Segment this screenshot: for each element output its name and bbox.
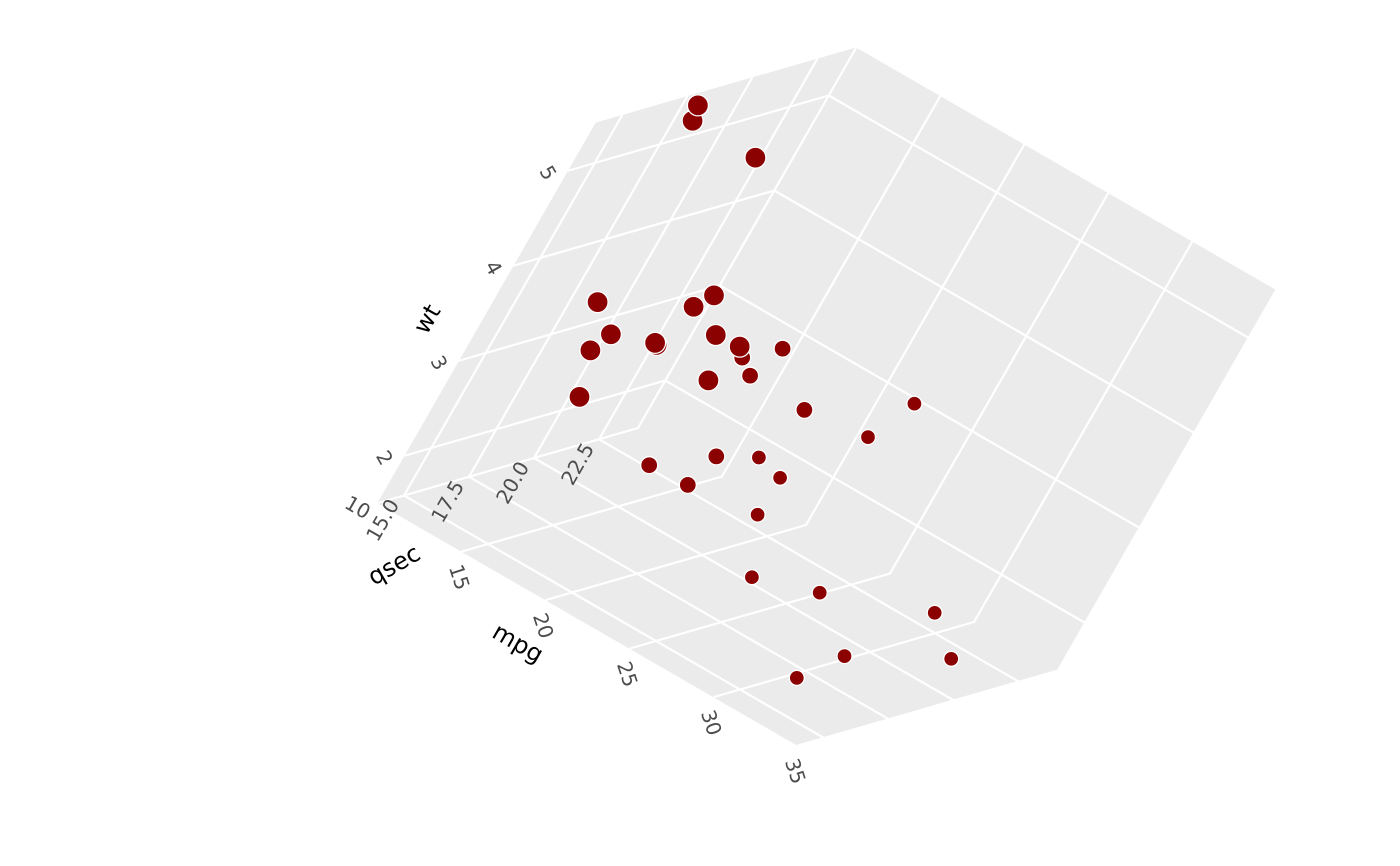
grid-line-qsec	[532, 456, 956, 702]
data-point	[579, 339, 602, 362]
data-point	[811, 584, 828, 601]
data-point	[795, 400, 814, 420]
data-point	[749, 506, 766, 523]
data-point	[704, 323, 727, 347]
grid-line-mpg	[796, 669, 1060, 747]
grid-line-mpg	[804, 143, 1026, 527]
data-point	[788, 669, 805, 687]
z-axis-title: wt	[408, 299, 447, 338]
grid-lines	[376, 46, 1278, 747]
grid-line-mpg	[888, 192, 1110, 575]
grid-line-qsec	[597, 438, 1021, 683]
grid-line-mpg	[544, 523, 808, 602]
z-tick-label: 2	[371, 446, 398, 469]
x-tick-label: 30	[696, 707, 727, 739]
grid-line-wt	[827, 94, 1250, 340]
data-point	[771, 469, 789, 486]
x-tick-label: 15	[444, 561, 475, 593]
grid-line-qsec	[597, 58, 819, 441]
grid-line-wt	[664, 379, 1087, 625]
y-axis-title: qsec	[363, 539, 425, 591]
grid-line-mpg	[720, 95, 942, 478]
data-point	[599, 323, 623, 346]
grid-line-mpg	[376, 426, 640, 505]
data-point	[728, 335, 751, 358]
grid-line-mpg	[628, 572, 892, 650]
data-point	[740, 366, 760, 385]
grid-line-qsec	[467, 475, 891, 721]
data-point	[586, 290, 609, 314]
data-point	[773, 339, 792, 358]
data-point	[743, 569, 761, 586]
data-point	[744, 146, 767, 169]
x-tick-label: 35	[780, 755, 811, 787]
data-point	[836, 647, 853, 665]
grid-line-qsec	[402, 114, 624, 497]
data-point	[943, 650, 960, 667]
grid-line-wt	[567, 94, 830, 172]
x-tick-label: 25	[612, 658, 643, 690]
data-point	[568, 385, 591, 409]
grid-line-wt	[773, 189, 1196, 435]
grid-line-wt	[404, 379, 667, 457]
data-point	[906, 395, 923, 412]
data-point	[682, 295, 705, 318]
data-point	[859, 428, 877, 446]
z-tick-label: 5	[535, 161, 562, 184]
z-tick-label: 3	[426, 351, 453, 374]
grid-line-wt	[458, 284, 721, 362]
data-point	[640, 456, 659, 475]
data-point	[678, 475, 697, 495]
grid-line-mpg	[460, 475, 724, 553]
grid-line-wt	[513, 189, 776, 267]
data-point	[750, 449, 768, 466]
data-point	[702, 284, 726, 307]
data-points	[568, 94, 960, 687]
z-tick-label: 4	[480, 256, 507, 279]
grid-line-wt	[718, 284, 1141, 530]
data-point	[686, 94, 710, 117]
grid-line-mpg	[1056, 289, 1278, 672]
grid-line-qsec	[467, 95, 689, 478]
data-point	[697, 369, 720, 392]
grid-line-qsec	[402, 494, 826, 740]
data-point	[926, 604, 943, 621]
data-point	[643, 331, 667, 355]
data-point	[707, 447, 726, 466]
grid-line-mpg	[972, 240, 1194, 624]
grid-line-mpg	[636, 46, 858, 430]
